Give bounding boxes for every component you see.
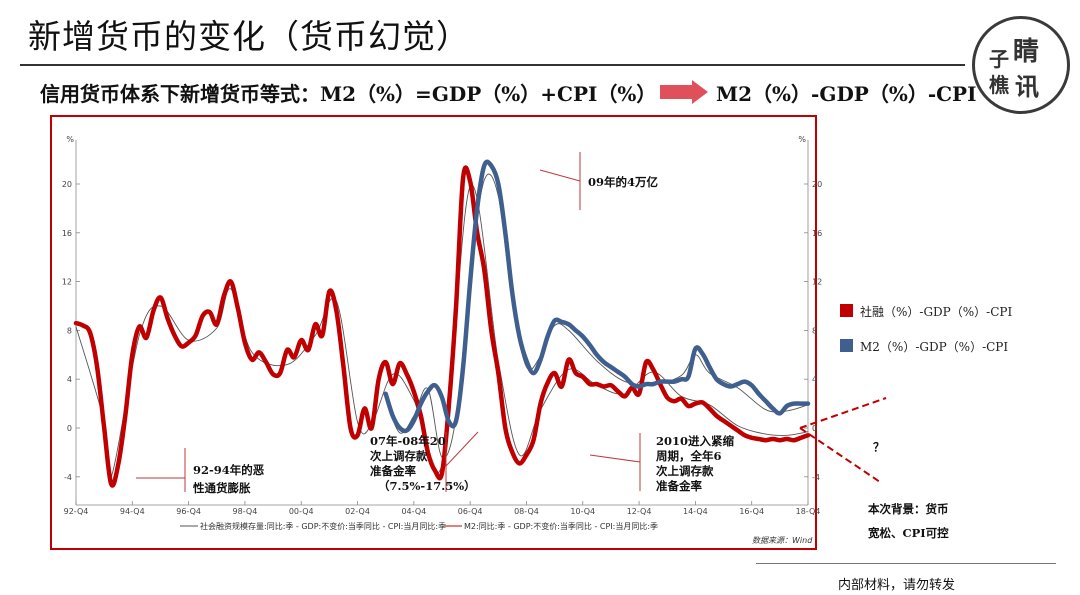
equation-right: M2（%）-GDP（%）-CPI xyxy=(716,82,977,106)
logo-char-3: 樵 xyxy=(989,73,1009,97)
annotation-text: 准备金率 xyxy=(656,479,702,493)
annotation-text: 准备金率 xyxy=(370,464,416,478)
annotation-leader xyxy=(445,431,479,467)
right-arrow-icon xyxy=(660,80,708,104)
x-tick-label: 96-Q4 xyxy=(176,507,201,516)
logo: 子 睛 樵 讯 xyxy=(972,16,1070,114)
y-tick-label-left: 0 xyxy=(67,424,72,433)
x-tick-label: 94-Q4 xyxy=(120,507,145,516)
x-tick-label: 16-Q4 xyxy=(739,507,764,516)
x-tick-label: 00-Q4 xyxy=(289,507,314,516)
annotation-text: （7.5%-17.5%） xyxy=(378,479,476,493)
y-tick-label-left: 4 xyxy=(67,375,72,384)
annotation-text: 92-94年的恶 xyxy=(193,463,265,477)
logo-char-4: 讯 xyxy=(1015,73,1039,101)
y-tick-label-left: -4 xyxy=(64,473,72,482)
series-line-m2 xyxy=(383,159,811,434)
annotation-text: 07年-08年20 xyxy=(370,434,446,448)
x-tick-label: 98-Q4 xyxy=(233,507,258,516)
outlook-dashed-line xyxy=(799,427,881,483)
title-divider xyxy=(20,64,965,66)
annotation-text: 2010进入紧缩 xyxy=(656,434,735,448)
bottom-legend-label: M2:同比:季 - GDP:不变价:当季同比 - CPI:当月同比:季 xyxy=(464,521,658,531)
background-note: 本次背景：货币 xyxy=(868,502,949,516)
footer-note: 内部材料，请勿转发 xyxy=(838,578,956,593)
y-tick-label-right: 16 xyxy=(812,229,822,238)
y-tick-label-left: 16 xyxy=(62,229,72,238)
chart-axes: % % 20 20 16 16 12 12 8 8 4 4 0 0 -4 -4 92-Q4 94-Q4 96-Q4 9… xyxy=(62,135,822,516)
x-tick-label: 08-Q4 xyxy=(514,507,539,516)
legend-label: M2（%）-GDP（%）-CPI xyxy=(860,340,1008,354)
y-tick-label-right: -4 xyxy=(812,473,820,482)
bottom-legend-label: 社会融资规模存量:同比:季 - GDP:不变价:当季同比 - CPI:当月同比:… xyxy=(200,521,446,531)
chart-source: 数据来源：Wind xyxy=(752,536,813,545)
annotation-text: 次上调存款 xyxy=(370,449,428,463)
y-tick-label-right: 8 xyxy=(812,326,817,335)
legend-label: 社融（%）-GDP（%）-CPI xyxy=(860,304,1012,319)
logo-char-2: 睛 xyxy=(1013,37,1040,67)
x-tick-label: 10-Q4 xyxy=(570,507,595,516)
logo-char-1: 子 xyxy=(989,47,1009,71)
x-tick-label: 18-Q4 xyxy=(796,507,821,516)
legend-swatch xyxy=(840,304,853,317)
chart-frame xyxy=(50,115,817,550)
chart-series xyxy=(73,159,811,488)
y-tick-label-left: 8 xyxy=(67,326,72,335)
y-tick-label-left: 12 xyxy=(62,278,72,287)
y-unit-right: % xyxy=(798,135,806,144)
annotation-leader xyxy=(539,169,581,182)
y-tick-label-right: 0 xyxy=(812,424,817,433)
annotation-text: 性通货膨胀 xyxy=(193,481,251,495)
page-title: 新增货币的变化（货币幻觉） xyxy=(28,17,470,56)
x-tick-label: 06-Q4 xyxy=(458,507,483,516)
outlook-dashed-line xyxy=(799,397,887,429)
chart-annotations: 社融（%）-GDP（%）-CPI M2（%）-GDP（%）-CPI 社会融资规模存量… xyxy=(136,152,1012,545)
x-tick-label: 92-Q4 xyxy=(64,507,89,516)
x-tick-label: 04-Q4 xyxy=(401,507,426,516)
annotation-text: 周期，全年6 xyxy=(656,449,722,463)
y-unit-left: % xyxy=(66,135,74,144)
annotation-text: 次上调存款 xyxy=(656,464,714,478)
series-line-shrong xyxy=(73,165,811,488)
y-tick-label-right: 20 xyxy=(812,180,822,189)
annotation-text: 09年的4万亿 xyxy=(588,175,659,189)
annotation-leader xyxy=(589,454,641,463)
y-tick-label-right: 12 xyxy=(812,278,822,287)
y-tick-label-left: 20 xyxy=(62,180,72,189)
y-tick-label-right: 4 xyxy=(812,375,817,384)
footer-divider xyxy=(756,563,1056,564)
question-mark: ？ xyxy=(873,440,885,454)
x-tick-label: 14-Q4 xyxy=(683,507,708,516)
x-tick-label: 12-Q4 xyxy=(627,507,652,516)
legend-swatch xyxy=(840,339,853,352)
x-tick-label: 02-Q4 xyxy=(345,507,370,516)
background-note: 宽松、CPI可控 xyxy=(867,526,949,540)
equation-left: 信用货币体系下新增货币等式：M2（%）=GDP（%）+CPI（%） xyxy=(40,82,657,106)
